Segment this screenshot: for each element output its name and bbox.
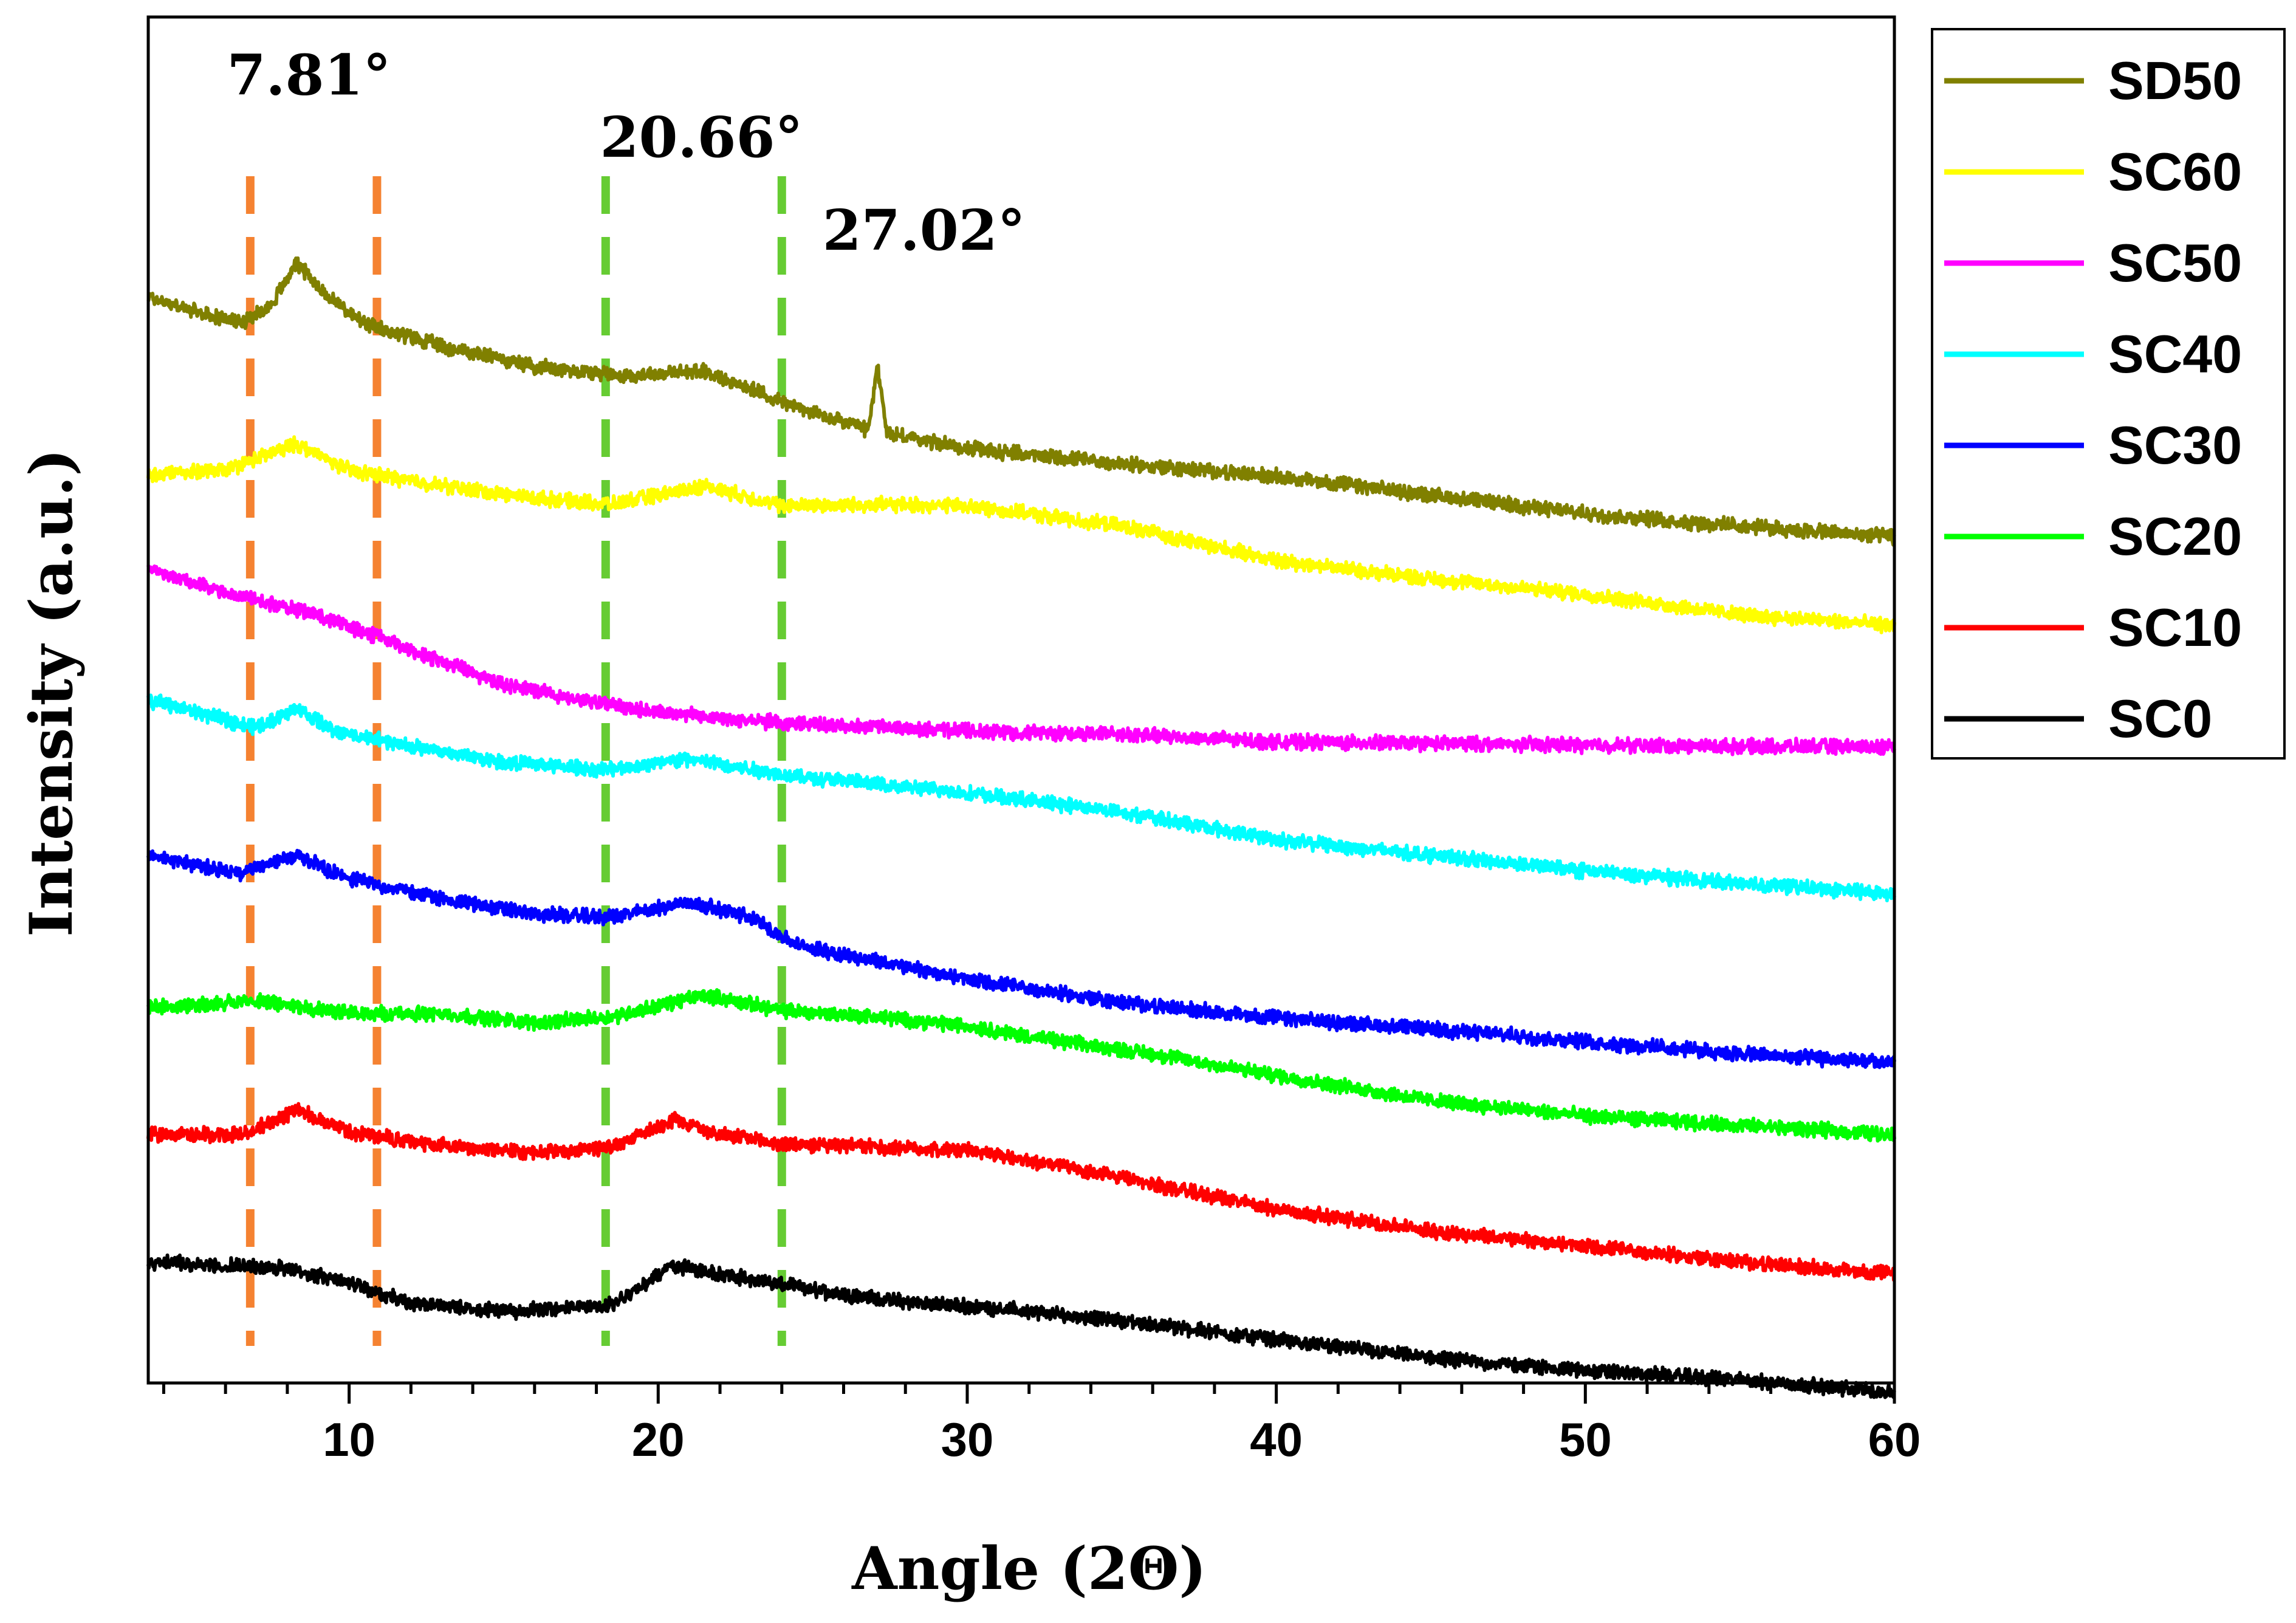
- annotations-group: 7.81° 20.66° 27.02°: [227, 43, 1025, 263]
- x-tick-label: 10: [323, 1413, 375, 1466]
- series-sc40: [146, 693, 1896, 902]
- legend-label-sc20: SC20: [2108, 506, 2242, 566]
- legend-box: [1931, 28, 2286, 760]
- legend-label-sc10: SC10: [2108, 597, 2242, 657]
- x-tick-label: 50: [1559, 1413, 1612, 1466]
- series-sc10: [146, 1102, 1896, 1282]
- series-sd50: [146, 256, 1896, 547]
- x-tick-label: 20: [632, 1413, 685, 1466]
- legend-label-sc50: SC50: [2108, 233, 2242, 293]
- y-axis-title: Intensity (a.u.): [17, 448, 86, 937]
- peak-annotation-3: 27.02°: [823, 197, 1026, 263]
- peak-annotation-2: 20.66°: [600, 105, 803, 170]
- series-sc20: [146, 988, 1896, 1143]
- legend: SD50 SC60 SC50 SC40 SC30 SC20 SC10 SC0: [1931, 28, 2286, 760]
- plot-frame: [146, 15, 1896, 1385]
- x-tick-label: 40: [1250, 1413, 1303, 1466]
- legend-label-sc30: SC30: [2108, 415, 2242, 475]
- x-tick-label: 30: [941, 1413, 994, 1466]
- legend-label-sc60: SC60: [2108, 142, 2242, 202]
- series-sc0: [146, 1253, 1896, 1399]
- series-sc50: [146, 564, 1896, 757]
- series-sc60: [146, 435, 1896, 634]
- x-axis-title: Angle (2Θ): [851, 1534, 1207, 1603]
- legend-label-sd50: SD50: [2108, 50, 2242, 111]
- x-tick-label: 60: [1868, 1413, 1921, 1466]
- peak-annotation-1: 7.81°: [227, 43, 391, 108]
- series-sc30: [146, 848, 1896, 1069]
- legend-label-sc40: SC40: [2108, 324, 2242, 384]
- legend-label-sc0: SC0: [2108, 688, 2212, 749]
- series-group: [146, 256, 1896, 1399]
- axes-group: 10 20 30 40 50 60: [146, 15, 1921, 1466]
